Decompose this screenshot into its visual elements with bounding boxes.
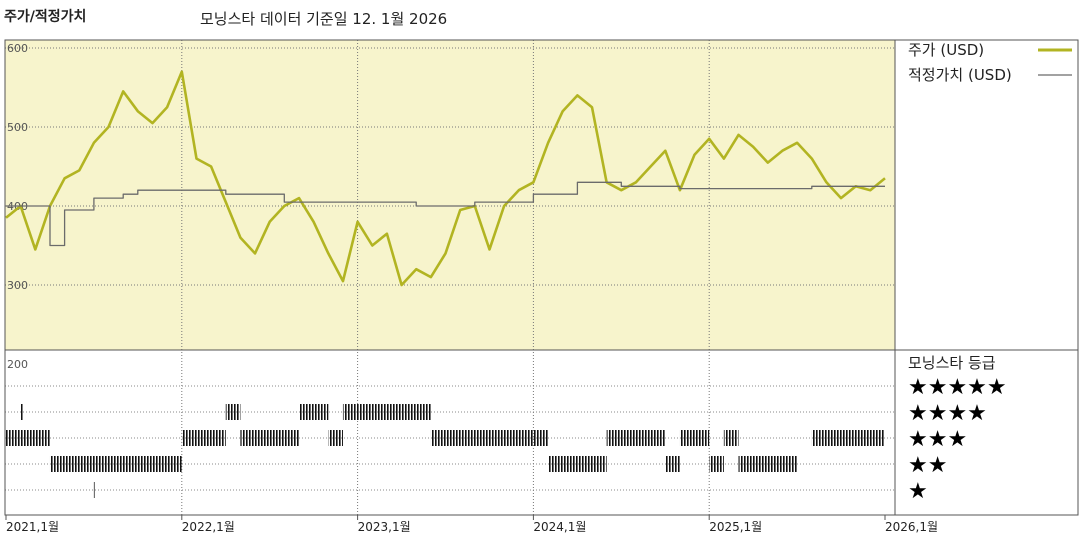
- y-tick-label-4: 200: [7, 358, 28, 371]
- rating-bar-4: [181, 430, 226, 446]
- rating-bar-0: [6, 430, 50, 446]
- price-plot-background: [5, 40, 895, 350]
- rating-level-4: ★★★★: [908, 401, 987, 426]
- rating-bar-11: [548, 456, 607, 472]
- y-tick-label-0: 600: [7, 42, 28, 55]
- rating-level-5: ★★★★★: [908, 375, 1007, 400]
- rating-bar-3: [93, 482, 96, 498]
- rating-level-3: ★★★: [908, 427, 967, 452]
- x-tick-label-4: 2025,1월: [709, 520, 762, 534]
- rating-level-1: ★: [908, 479, 928, 504]
- rating-bar-15: [709, 456, 724, 472]
- rating-bar-1: [20, 404, 23, 420]
- legend-label-0: 주가 (USD): [908, 41, 984, 59]
- series-line-0: [5, 70, 886, 287]
- y-tick-label-3: 300: [7, 279, 28, 292]
- rating-bar-5: [225, 404, 241, 420]
- rating-bar-14: [679, 430, 710, 446]
- rating-bar-17: [738, 456, 798, 472]
- rating-bar-6: [240, 430, 299, 446]
- x-tick-label-1: 2022,1월: [182, 520, 235, 534]
- rating-bar-7: [299, 404, 329, 420]
- rating-bar-13: [665, 456, 680, 472]
- rating-bar-8: [328, 430, 343, 446]
- rating-bar-16: [723, 430, 739, 446]
- rating-legend-title: 모닝스타 등급: [908, 354, 996, 372]
- rating-bar-18: [811, 430, 885, 446]
- x-tick-label-0: 2021,1월: [6, 520, 59, 534]
- rating-bar-12: [606, 430, 666, 446]
- rating-bar-9: [342, 404, 431, 420]
- chart-frame: [4, 39, 1079, 516]
- chart-title: 주가/적정가치: [4, 9, 87, 25]
- x-tick-label-5: 2026,1월: [885, 520, 938, 534]
- x-tick-label-2: 2023,1월: [358, 520, 411, 534]
- rating-bar-10: [430, 430, 549, 446]
- chart-subtitle: 모닝스타 데이터 기준일 12. 1월 2026: [200, 10, 448, 28]
- legend-label-1: 적정가치 (USD): [908, 66, 1012, 84]
- rating-bar-2: [49, 456, 182, 472]
- series-line-1: [6, 181, 885, 247]
- y-tick-label-1: 500: [7, 121, 28, 134]
- x-tick-label-3: 2024,1월: [533, 520, 586, 534]
- rating-level-2: ★★: [908, 453, 947, 478]
